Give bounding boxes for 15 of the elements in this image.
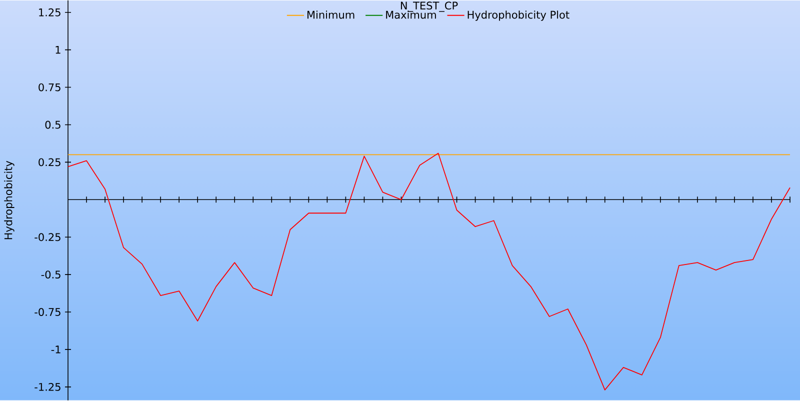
legend-label: Maximum (386, 10, 436, 19)
y-tick-label: -1 (51, 346, 60, 354)
y-axis-title: Hydrophobicity (4, 160, 14, 240)
y-tick-label: 0.75 (38, 83, 60, 92)
y-tick-label: -0.5 (41, 270, 60, 279)
chart-title: N_TEST_CP (400, 2, 458, 12)
y-tick-label: -0.25 (34, 233, 60, 242)
y-tick-label: -0.75 (34, 308, 60, 316)
y-tick-label: 1.25 (39, 8, 60, 16)
legend-label: Minimum (307, 10, 354, 19)
y-tick-label: -1.25 (34, 383, 60, 391)
y-tick-label: 0.25 (38, 158, 60, 166)
y-tick-label: 0.5 (45, 120, 60, 129)
y-tick-label: 1 (56, 46, 60, 54)
legend-label: Hydrophobicity Plot (468, 10, 570, 21)
